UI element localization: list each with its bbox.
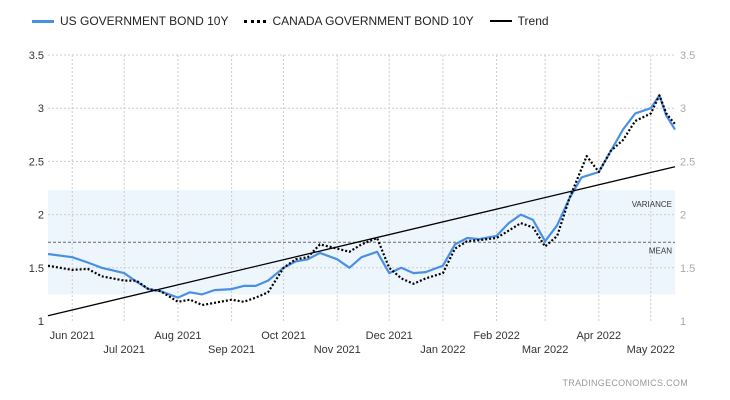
y-tick-label-left: 1	[38, 316, 44, 328]
y-tick-label-left: 2	[38, 210, 44, 222]
x-tick-label: Nov 2021	[314, 344, 361, 356]
y-tick-label-left: 3.5	[29, 50, 44, 62]
x-tick-label: Sep 2021	[208, 344, 255, 356]
x-tick-label: May 2022	[627, 344, 675, 356]
legend-item-canada[interactable]: CANADA GOVERNMENT BOND 10Y	[244, 14, 474, 28]
y-tick-label-right: 1	[680, 316, 686, 328]
legend-swatch-trend	[489, 20, 512, 22]
legend-item-trend[interactable]: Trend	[489, 14, 549, 28]
x-tick-label: Jan 2022	[420, 344, 465, 356]
mean-label: MEAN	[649, 246, 672, 255]
us-bond-line	[47, 94, 676, 299]
legend-label: CANADA GOVERNMENT BOND 10Y	[272, 14, 474, 28]
y-tick-label-right: 2.5	[680, 156, 695, 168]
canada-bond-line	[47, 94, 676, 307]
legend-swatch-dotted-black	[244, 19, 267, 23]
x-tick-label: Feb 2022	[473, 330, 519, 342]
x-tick-label: Apr 2022	[576, 330, 621, 342]
x-tick-label: Aug 2021	[154, 330, 201, 342]
legend-label: US GOVERNMENT BOND 10Y	[60, 14, 229, 28]
y-tick-label-right: 3.5	[680, 50, 695, 62]
variance-label: VARIANCE	[632, 200, 672, 209]
y-tick-label-right: 3	[680, 103, 686, 115]
y-tick-label-left: 1.5	[29, 263, 44, 275]
legend-label: Trend	[517, 14, 549, 28]
legend: US GOVERNMENT BOND 10Y CANADA GOVERNMENT…	[32, 14, 565, 28]
legend-swatch-solid-blue	[32, 19, 54, 23]
x-tick-label: Oct 2021	[261, 330, 306, 342]
y-tick-label-right: 2	[680, 210, 686, 222]
watermark: TRADINGECONOMICS.COM	[562, 378, 688, 388]
x-tick-label: Dec 2021	[366, 330, 413, 342]
y-tick-label-left: 2.5	[29, 156, 44, 168]
legend-item-us[interactable]: US GOVERNMENT BOND 10Y	[32, 14, 228, 28]
y-tick-label-right: 1.5	[680, 263, 695, 275]
x-tick-label: Jul 2021	[103, 344, 145, 356]
x-tick-label: Mar 2022	[522, 344, 568, 356]
trend-line	[47, 166, 676, 317]
x-tick-label: Jun 2021	[50, 330, 95, 342]
y-tick-label-left: 3	[38, 103, 44, 115]
